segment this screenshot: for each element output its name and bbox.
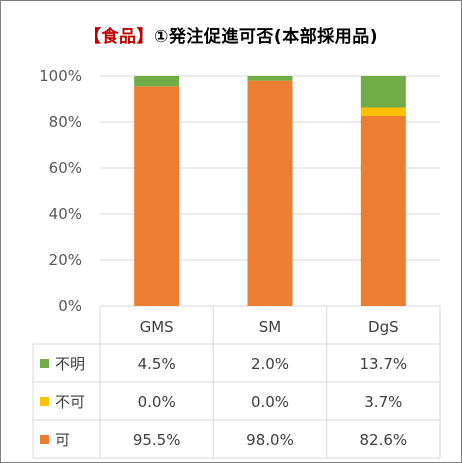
data-label: 0.0% xyxy=(138,393,176,411)
bar-GMS-2 xyxy=(134,76,180,87)
data-label: 95.5% xyxy=(133,431,181,449)
legend-label: 可 xyxy=(55,431,70,449)
chart-title-main: ①発注促進可否(本部採用品) xyxy=(154,27,378,47)
y-tick-label: 80% xyxy=(49,113,82,131)
bar-DgS-0 xyxy=(360,116,406,307)
category-label: SM xyxy=(259,318,281,336)
legend-label: 不可 xyxy=(55,393,85,411)
bar-SM-0 xyxy=(247,80,293,306)
data-label: 2.0% xyxy=(251,355,289,373)
y-tick-label: 0% xyxy=(58,297,82,315)
bar-DgS-2 xyxy=(360,76,406,108)
legend-key-1 xyxy=(40,397,49,406)
data-label: 4.5% xyxy=(138,355,176,373)
legend-key-2 xyxy=(40,435,49,444)
category-label: DgS xyxy=(368,318,399,336)
chart-title: 【食品】①発注促進可否(本部採用品) xyxy=(0,22,462,47)
chart-title-highlight: 【食品】 xyxy=(84,27,155,47)
bar-GMS-0 xyxy=(134,86,180,306)
bar-DgS-1 xyxy=(360,107,406,117)
y-tick-label: 60% xyxy=(49,159,82,177)
data-label: 98.0% xyxy=(246,431,294,449)
legend-label: 不明 xyxy=(55,355,85,373)
data-label: 82.6% xyxy=(360,431,408,449)
data-label: 13.7% xyxy=(360,355,408,373)
category-label: GMS xyxy=(140,318,174,336)
y-tick-label: 20% xyxy=(49,251,82,269)
bar-SM-2 xyxy=(247,76,293,81)
data-label: 0.0% xyxy=(251,393,289,411)
y-tick-label: 100% xyxy=(39,67,82,85)
legend-key-0 xyxy=(40,359,49,368)
y-tick-label: 40% xyxy=(49,205,82,223)
data-label: 3.7% xyxy=(364,393,402,411)
